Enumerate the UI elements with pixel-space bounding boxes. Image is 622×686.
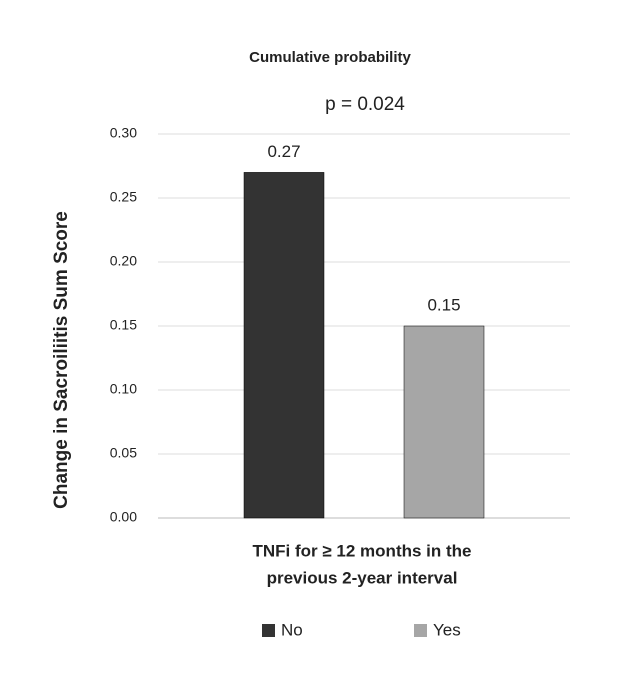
y-tick-label: 0.30: [110, 125, 137, 141]
x-axis-label: TNFi for ≥ 12 months in the: [253, 541, 472, 560]
data-label: 0.27: [267, 142, 300, 161]
y-tick-label: 0.20: [110, 253, 137, 269]
bar: [243, 172, 325, 519]
legend-label: Yes: [433, 620, 461, 639]
legend-label: No: [281, 620, 303, 639]
y-tick-label: 0.25: [110, 189, 137, 205]
y-tick-label: 0.00: [110, 509, 137, 525]
legend-swatch: [262, 624, 275, 637]
annotation: p = 0.024: [325, 94, 405, 115]
x-axis-label: previous 2-year interval: [267, 568, 458, 587]
y-tick-label: 0.15: [110, 317, 137, 333]
bar: [403, 325, 485, 519]
chart-title: Cumulative probability: [249, 49, 411, 66]
data-label: 0.15: [427, 295, 460, 314]
legend-swatch: [414, 624, 427, 637]
y-tick-label: 0.10: [110, 381, 137, 397]
y-axis-label: Change in Sacroiliitis Sum Score: [51, 211, 72, 509]
y-tick-label: 0.05: [110, 445, 137, 461]
